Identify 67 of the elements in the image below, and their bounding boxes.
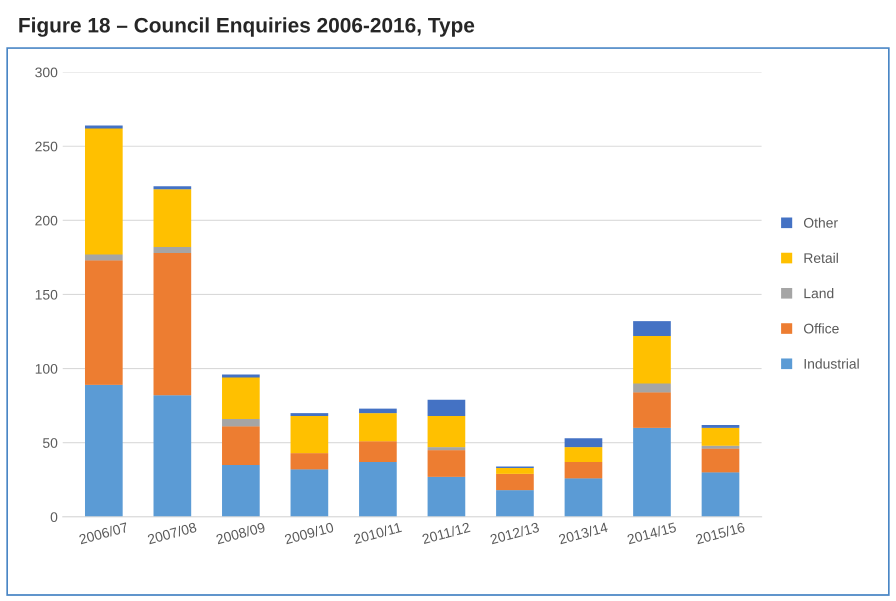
bar xyxy=(84,128,123,254)
bar xyxy=(496,474,534,490)
bar xyxy=(428,416,466,448)
y-tick-label: 300 xyxy=(35,67,58,78)
y-tick-label: 200 xyxy=(35,216,58,226)
bar xyxy=(154,247,192,253)
x-tick-label: 2014/15 xyxy=(626,522,677,544)
bar xyxy=(290,416,328,454)
y-tick-label: 150 xyxy=(36,290,58,300)
bar xyxy=(154,189,192,248)
bar xyxy=(496,490,534,517)
x-tick-label: 2013/14 xyxy=(558,522,608,544)
bar xyxy=(702,472,740,517)
bar xyxy=(564,478,602,517)
bar xyxy=(428,400,466,416)
bar xyxy=(359,462,397,517)
bar xyxy=(496,468,534,474)
bar xyxy=(428,450,466,477)
x-tick-label: 2015/16 xyxy=(695,522,746,544)
bar xyxy=(633,336,671,384)
bar xyxy=(633,321,671,336)
bar xyxy=(428,447,466,450)
legend-label: Industrial xyxy=(804,358,859,369)
bar xyxy=(359,441,397,462)
x-tick-label: 2010/11 xyxy=(353,522,402,544)
bar xyxy=(84,254,123,260)
bar xyxy=(633,383,671,392)
bar xyxy=(428,476,466,517)
bar xyxy=(84,384,123,517)
chart-title: Figure 18 – Council Enquiries 2006-2016, Type xyxy=(19,17,474,37)
legend-label: Land xyxy=(804,288,834,298)
legend-label: Office xyxy=(804,323,839,334)
bar xyxy=(222,464,260,517)
y-tick-label: 100 xyxy=(36,364,58,374)
bar xyxy=(702,448,740,472)
x-tick-label: 2006/07 xyxy=(78,522,128,544)
y-tick-label: 0 xyxy=(50,512,58,522)
x-tick-label: 2008/09 xyxy=(216,522,266,544)
bar xyxy=(564,447,602,462)
x-tick-label: 2011/12 xyxy=(422,522,470,544)
bar xyxy=(633,392,671,428)
bar xyxy=(222,378,260,420)
bar xyxy=(154,395,192,517)
bar xyxy=(633,428,671,517)
bar xyxy=(702,428,740,446)
bar xyxy=(702,446,740,449)
legend-label: Retail xyxy=(804,252,838,264)
x-tick-label: 2012/13 xyxy=(490,522,540,544)
bar xyxy=(222,374,260,378)
x-tick-label: 2007/08 xyxy=(147,522,197,544)
bar xyxy=(84,125,123,128)
bar xyxy=(222,419,260,426)
bar xyxy=(222,426,260,465)
y-tick-label: 50 xyxy=(42,438,58,448)
bar xyxy=(564,462,602,478)
x-tick-label: 2009/10 xyxy=(284,522,334,544)
bar xyxy=(564,438,602,448)
bar xyxy=(290,453,328,470)
bar xyxy=(702,424,740,428)
bar xyxy=(290,413,328,416)
bar xyxy=(154,252,192,396)
bar xyxy=(359,413,397,442)
bar xyxy=(290,469,328,517)
y-tick-label: 250 xyxy=(35,142,58,152)
legend-label: Other xyxy=(804,218,838,228)
bar xyxy=(359,408,397,414)
bar xyxy=(84,260,123,385)
